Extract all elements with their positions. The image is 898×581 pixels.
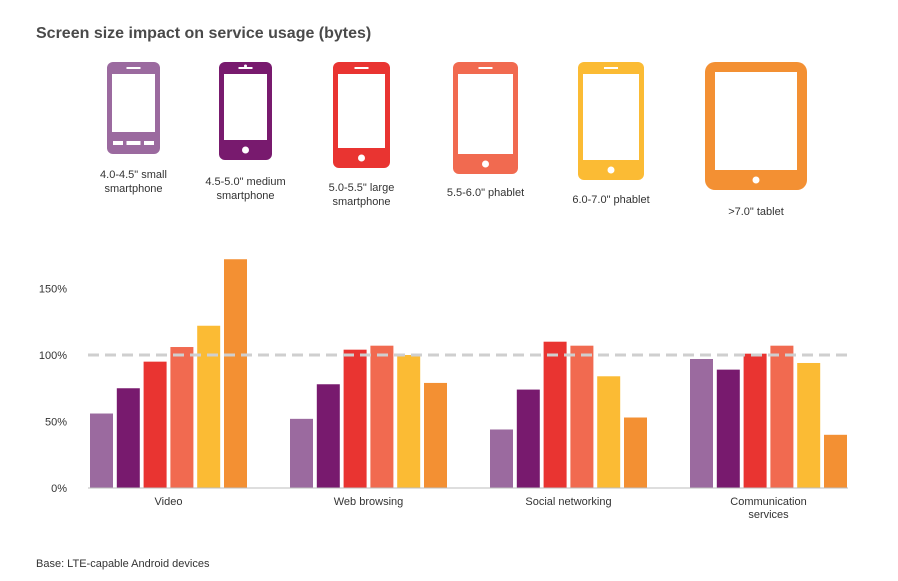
medium-smartphone-icon: [219, 62, 272, 160]
y-tick-label: 100%: [39, 350, 67, 362]
y-tick-label: 50%: [45, 417, 67, 429]
bar: [424, 382, 447, 488]
category-label: Social networking: [525, 496, 611, 508]
device-label: 4.5-5.0" medium smartphone: [205, 176, 286, 202]
bar: [197, 325, 221, 488]
device-legend: 4.0-4.5" small smartphone 4.5-5.0" medium s…: [0, 0, 898, 230]
bar: [316, 384, 340, 488]
bar: [370, 345, 394, 488]
bar: [570, 345, 594, 488]
bar: [90, 413, 113, 488]
bar: [224, 259, 247, 488]
bar: [797, 362, 821, 488]
category-label: Web browsing: [334, 496, 404, 508]
device-label: 4.0-4.5" small smartphone: [100, 169, 167, 195]
bar: [770, 345, 794, 488]
bar: [624, 417, 647, 488]
bar: [397, 355, 421, 488]
bar: [490, 429, 513, 488]
large-smartphone-icon: [333, 62, 390, 168]
device-label: >7.0" tablet: [728, 206, 784, 218]
y-tick-label: 150%: [39, 284, 67, 296]
bar: [170, 347, 194, 488]
bar: [743, 353, 767, 488]
large-phablet-icon: [578, 62, 644, 180]
bar: [824, 434, 847, 488]
tablet-icon: [705, 62, 807, 190]
bar: [690, 358, 713, 488]
device-label: 5.0-5.5" large smartphone: [328, 182, 395, 208]
chart-title: Screen size impact on service usage (byt…: [36, 25, 372, 42]
bar: [597, 376, 621, 488]
phablet-icon: [453, 62, 518, 174]
bar-chart: 0% 50% 100% 150% Video Web browsing Social net…: [39, 259, 848, 521]
device-label: 6.0-7.0" phablet: [572, 194, 650, 206]
bar: [116, 388, 140, 488]
bar: [290, 418, 313, 488]
bar: [343, 349, 367, 488]
bar: [716, 369, 740, 488]
device-label: 5.5-6.0" phablet: [446, 187, 525, 199]
base-note: Base: LTE-capable Android devices: [36, 558, 210, 570]
bar: [543, 341, 567, 488]
category-label: Video: [155, 496, 183, 508]
device-icons: [107, 62, 807, 190]
small-smartphone-icon: [107, 62, 160, 154]
bar: [143, 361, 167, 488]
bar: [516, 389, 540, 488]
category-label: Communication services: [730, 496, 806, 521]
y-tick-label: 0%: [51, 483, 67, 495]
